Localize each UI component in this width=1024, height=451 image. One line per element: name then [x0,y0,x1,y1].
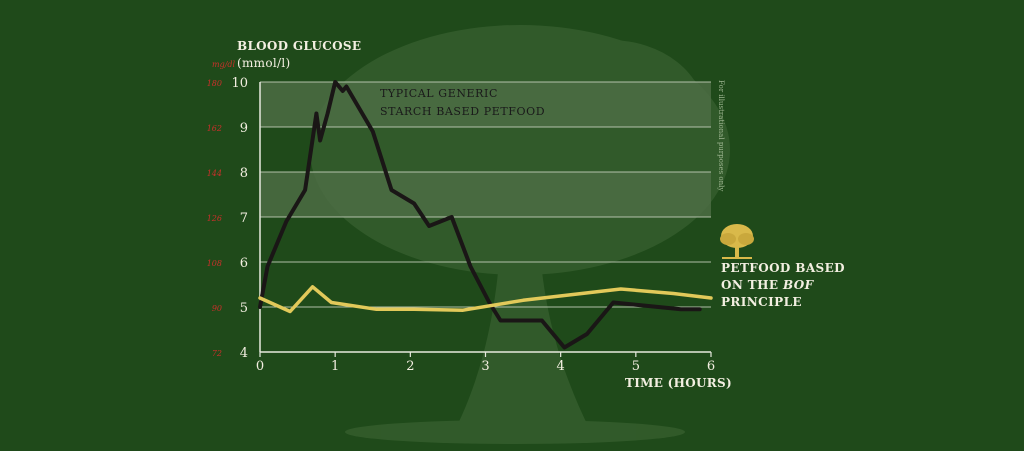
y-tick-mgdl-72: 72 [212,349,222,358]
y-axis-mgdl-unit: mg/dl [212,60,236,69]
legend-bof-line3: PRINCIPLE [721,295,802,309]
y-tick-label-9: 9 [240,121,248,136]
x-tick-label-3: 3 [481,359,489,374]
series-line-typical [258,80,702,350]
y-tick-mgdl-180: 180 [207,79,222,88]
y-tick-mgdl-126: 126 [207,214,222,223]
x-tick-label-5: 5 [632,359,640,374]
y-tick-mgdl-90: 90 [212,304,222,313]
x-tick-label-4: 4 [557,359,565,374]
y-ticks: 4 5 6 7 8 9 10 [231,76,248,361]
series-layer [258,80,713,350]
y-tick-label-6: 6 [240,256,248,271]
y-tick-mgdl-144: 144 [207,169,222,178]
y-tick-label-7: 7 [240,211,248,226]
y-tick-label-5: 5 [240,301,248,316]
shaded-band-0 [260,172,711,217]
x-axis-title: TIME (HOURS) [625,376,732,390]
y-axis-title: BLOOD GLUCOSE [237,39,361,53]
y-axis-unit: (mmol/l) [237,56,290,70]
x-ticks: 0 1 2 3 4 5 6 [256,352,715,374]
legend-bof-line2-pre: ON THE [721,278,783,292]
x-tick-label-0: 0 [256,359,264,374]
y-tick-label-4: 4 [240,346,248,361]
y-tick-mgdl-162: 162 [207,124,222,133]
x-tick-label-1: 1 [331,359,339,374]
y-tick-label-10: 10 [231,76,248,91]
x-tick-label-6: 6 [707,359,715,374]
series-line-bof [258,285,713,314]
series-label-typical-line1: TYPICAL GENERIC [380,87,498,100]
series-label-typical-line2: STARCH BASED PETFOOD [380,105,545,118]
y-ticks-mgdl: 72 90 108 126 144 162 180 [207,79,222,358]
illustration-note: For illustrational purposes only [717,80,725,191]
legend-bof-line2-em: BOF [782,278,815,292]
y-tick-mgdl-108: 108 [207,259,222,268]
x-tick-label-2: 2 [406,359,414,374]
legend-bof-line2: ON THE BOF [721,278,815,292]
tree-icon [720,224,754,259]
y-tick-label-8: 8 [240,166,248,181]
legend-bof-line1: PETFOOD BASED [721,261,845,275]
